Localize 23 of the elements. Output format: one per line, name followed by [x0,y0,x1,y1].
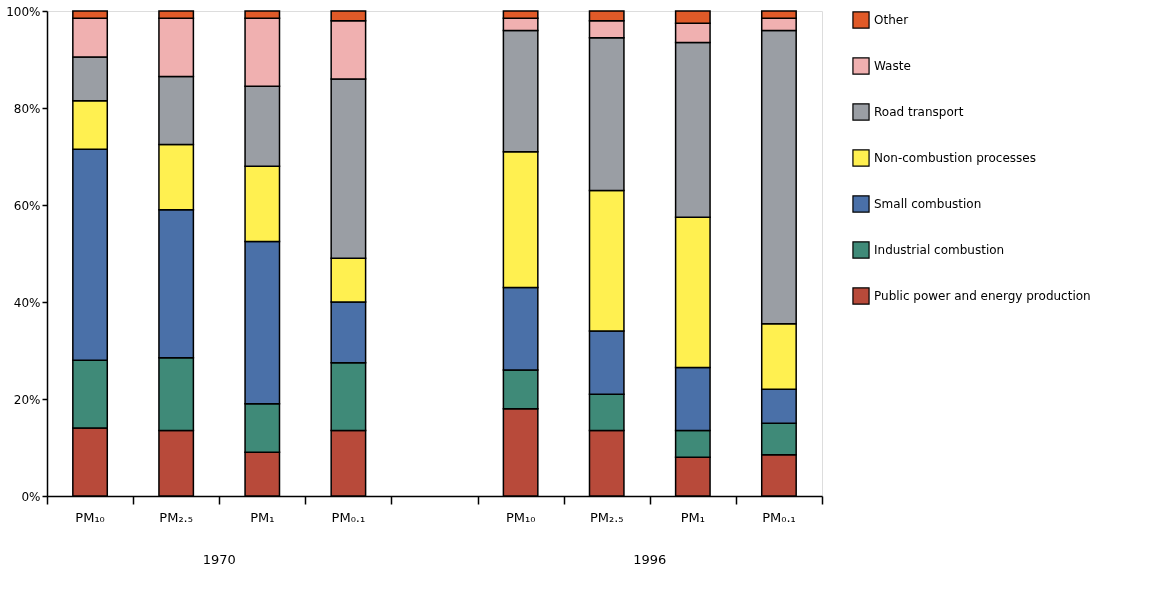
y-tick-label: 80% [13,101,41,116]
x-tick-label: PM₁ [250,510,275,525]
legend-label: Non-combustion processes [874,151,1036,165]
x-tick-label: PM₀.₁ [762,510,796,525]
legend-label: Other [874,13,909,27]
y-tick-label: 0% [21,489,41,504]
y-tick-label: 60% [13,198,41,213]
legend-label: Public power and energy production [874,289,1091,303]
x-tick-label: PM₂.₅ [159,510,193,525]
text: 1996 [633,552,667,567]
x-tick-label: PM₀.₁ [331,510,366,525]
y-tick-label: 40% [13,295,41,310]
x-tick-label: PM₁₀ [505,510,536,525]
legend-label: Road transport [874,105,964,119]
legend-label: Small combustion [874,197,982,211]
x-tick-label: PM₁₀ [75,510,105,525]
x-tick-label: PM₁ [680,510,705,525]
legend-label: Industrial combustion [874,243,1005,257]
legend-label: Waste [874,59,911,73]
text: 1970 [202,552,236,567]
y-tick-label: 20% [13,392,41,407]
y-tick-label: 100% [6,4,41,19]
x-tick-label: PM₂.₅ [589,510,624,525]
